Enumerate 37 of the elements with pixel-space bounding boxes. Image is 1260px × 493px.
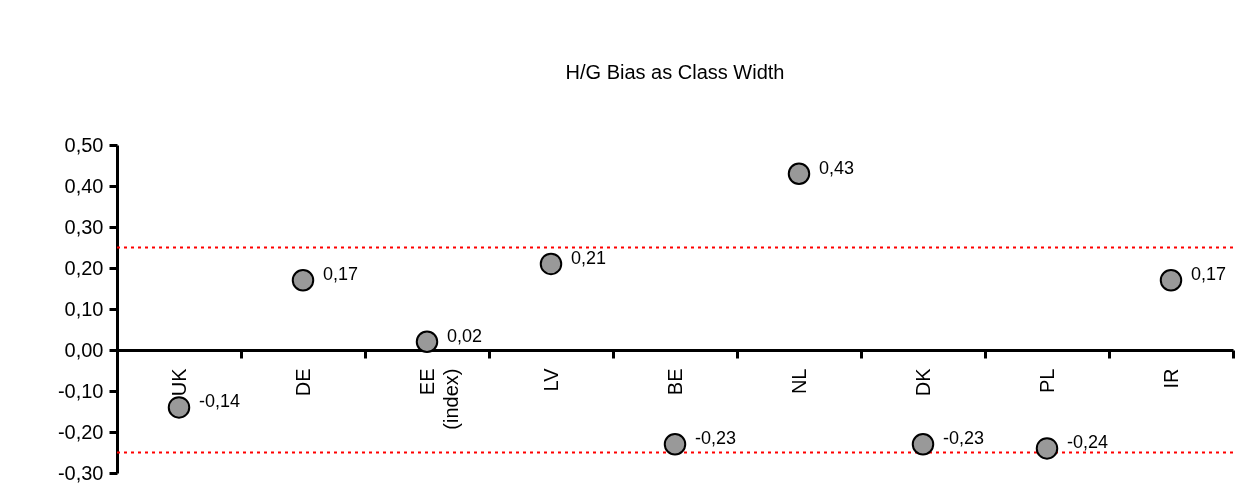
x-tick-label: UK (167, 367, 190, 397)
x-tick-label: BE (663, 368, 686, 396)
chart-title: H/G Bias as Class Width (565, 61, 785, 83)
x-tick-label: PL (1035, 368, 1058, 393)
x-tick-label: DE (291, 368, 314, 397)
point (911, 433, 935, 456)
x-tick-label: IR (1159, 368, 1182, 389)
x-tick-label: LV (539, 367, 562, 392)
y-tick-label: 0,30 (64, 215, 104, 238)
data-label: -0,14 (199, 391, 241, 412)
data-label: -0,23 (695, 428, 737, 449)
point (539, 252, 563, 276)
data-label: 0,21 (571, 247, 607, 268)
data-label: 0,17 (323, 264, 359, 285)
point (167, 396, 191, 419)
data-label: 0,43 (819, 157, 855, 178)
point (1035, 437, 1059, 460)
data-label: -0,24 (1067, 432, 1109, 453)
point (1159, 269, 1183, 292)
data-label: 0,02 (447, 325, 483, 346)
y-tick-label: -0,30 (57, 461, 104, 484)
x-tick-label: DK (911, 367, 934, 397)
point (663, 433, 687, 456)
y-tick-label: 0,40 (64, 174, 104, 197)
point (415, 330, 439, 354)
x-tick-label: NL (787, 368, 810, 395)
y-tick-label: 0,20 (64, 256, 104, 279)
point (787, 162, 811, 185)
point (291, 269, 315, 292)
y-tick-label: -0,10 (57, 379, 104, 402)
x-tick-label: EE (index) (415, 368, 462, 430)
y-tick-label: 0,50 (64, 133, 104, 156)
y-tick-label: 0,10 (64, 297, 104, 320)
y-tick-label: 0,00 (64, 338, 104, 361)
data-label: -0,23 (943, 428, 985, 449)
data-label: 0,17 (1191, 264, 1227, 285)
y-tick-label: -0,20 (57, 420, 104, 443)
